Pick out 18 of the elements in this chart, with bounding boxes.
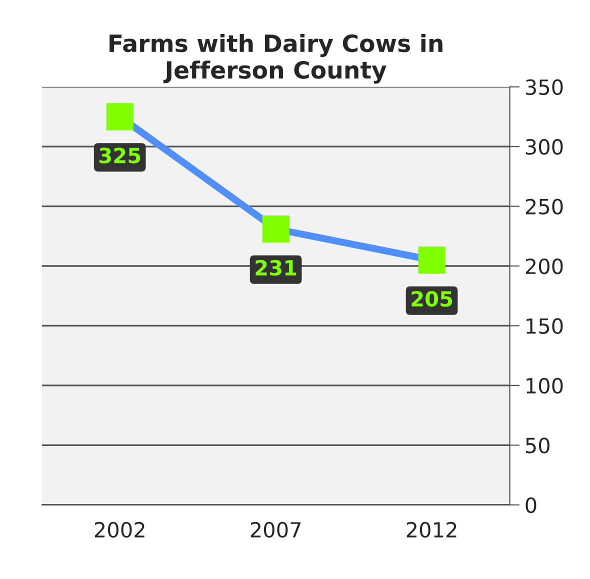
x-tick-label: 2007 (250, 522, 301, 538)
point (418, 246, 446, 274)
point (106, 103, 134, 130)
x-tick-label: 2012 (406, 522, 456, 538)
chart-title: Farms with Dairy Cows in Jefferson County (110, 34, 442, 84)
y-tick-label: 0 (526, 497, 536, 514)
y-tick-label: 250 (526, 198, 563, 214)
y-tick-label: 50 (526, 438, 550, 454)
point (262, 215, 290, 243)
y-tick-label: 100 (526, 378, 563, 394)
y-tick-label: 350 (526, 79, 563, 96)
data-label: 205 (412, 290, 452, 307)
x-tick-label: 2002 (94, 522, 144, 538)
y-tick-label: 150 (526, 318, 563, 334)
data-label: 231 (256, 260, 296, 276)
y-tick-label: 200 (526, 258, 563, 274)
y-tick-label: 300 (526, 139, 563, 155)
data-label: 325 (100, 148, 140, 164)
